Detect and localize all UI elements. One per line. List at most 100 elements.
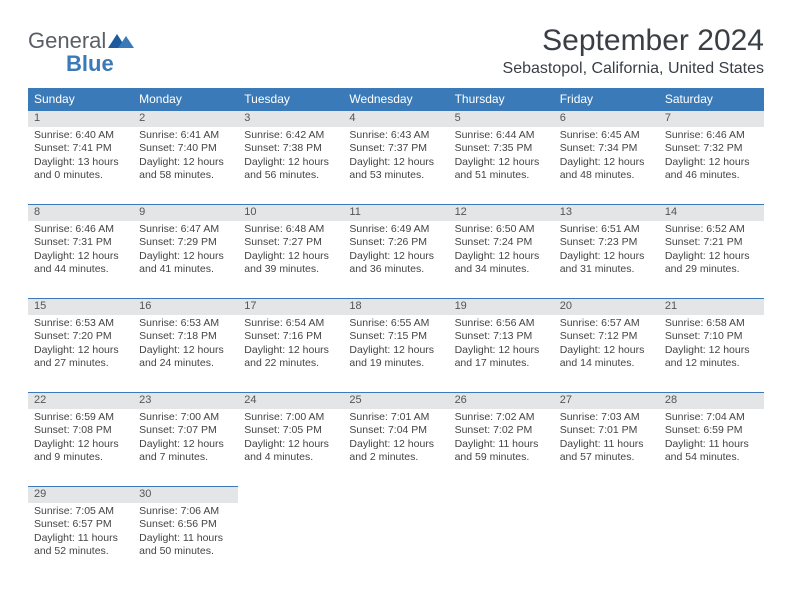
day-content-cell: Sunrise: 6:45 AMSunset: 7:34 PMDaylight:… [554, 127, 659, 205]
day-number-cell: 18 [343, 299, 448, 315]
day-number-cell: 16 [133, 299, 238, 315]
calendar-table: SundayMondayTuesdayWednesdayThursdayFrid… [28, 88, 764, 581]
sunset-text: Sunset: 7:07 PM [139, 424, 232, 438]
day-content-cell: Sunrise: 7:05 AMSunset: 6:57 PMDaylight:… [28, 503, 133, 581]
sunset-text: Sunset: 7:13 PM [455, 330, 548, 344]
day-number-cell: 10 [238, 205, 343, 221]
day-content-cell: Sunrise: 6:47 AMSunset: 7:29 PMDaylight:… [133, 221, 238, 299]
sunset-text: Sunset: 7:21 PM [665, 236, 758, 250]
day-number-cell: 25 [343, 393, 448, 409]
day-number-cell: 7 [659, 111, 764, 127]
day-number-cell: 22 [28, 393, 133, 409]
daylight-text: Daylight: 12 hours and 9 minutes. [34, 438, 127, 465]
day-content-cell: Sunrise: 6:44 AMSunset: 7:35 PMDaylight:… [449, 127, 554, 205]
day-content-cell: Sunrise: 6:43 AMSunset: 7:37 PMDaylight:… [343, 127, 448, 205]
day-content-row: Sunrise: 6:40 AMSunset: 7:41 PM Daylight:… [28, 127, 764, 205]
sunset-text: Sunset: 7:15 PM [349, 330, 442, 344]
sunset-text: Sunset: 7:41 PM [34, 142, 127, 156]
daylight-text: Daylight: 12 hours and 2 minutes. [349, 438, 442, 465]
day-content-cell [449, 503, 554, 581]
sunset-text: Sunset: 7:40 PM [139, 142, 232, 156]
sunrise-text: Sunrise: 6:42 AM [244, 129, 337, 143]
sunrise-text: Sunrise: 6:53 AM [34, 317, 127, 331]
daylight-text: Daylight: 12 hours and 48 minutes. [560, 156, 653, 183]
day-content-cell [343, 503, 448, 581]
sunrise-text: Sunrise: 6:51 AM [560, 223, 653, 237]
day-number-cell: 29 [28, 487, 133, 503]
day-number-cell: 6 [554, 111, 659, 127]
logo-text-2: Blue [66, 51, 114, 76]
sunrise-text: Sunrise: 7:00 AM [139, 411, 232, 425]
day-content-cell: Sunrise: 6:52 AMSunset: 7:21 PMDaylight:… [659, 221, 764, 299]
location: Sebastopol, California, United States [503, 60, 764, 78]
daylight-text: Daylight: 12 hours and 44 minutes. [34, 250, 127, 277]
sunrise-text: Sunrise: 7:01 AM [349, 411, 442, 425]
daylight-text: Daylight: 12 hours and 17 minutes. [455, 344, 548, 371]
sunrise-text: Sunrise: 6:46 AM [34, 223, 127, 237]
daylight-text: Daylight: 12 hours and 31 minutes. [560, 250, 653, 277]
sunset-text: Sunset: 7:35 PM [455, 142, 548, 156]
weekday-header: Monday [133, 88, 238, 111]
sunrise-text: Sunrise: 6:46 AM [665, 129, 758, 143]
sunrise-text: Sunrise: 6:52 AM [665, 223, 758, 237]
sunset-text: Sunset: 7:18 PM [139, 330, 232, 344]
day-number-cell: 11 [343, 205, 448, 221]
day-content-cell: Sunrise: 7:04 AMSunset: 6:59 PMDaylight:… [659, 409, 764, 487]
day-number-cell: 20 [554, 299, 659, 315]
day-content-row: Sunrise: 6:53 AMSunset: 7:20 PMDaylight:… [28, 315, 764, 393]
weekday-header: Friday [554, 88, 659, 111]
sunset-text: Sunset: 7:05 PM [244, 424, 337, 438]
daylight-text: Daylight: 12 hours and 19 minutes. [349, 344, 442, 371]
weekday-header: Thursday [449, 88, 554, 111]
daylight-text: Daylight: 12 hours and 4 minutes. [244, 438, 337, 465]
daylight-text: Daylight: 11 hours and 59 minutes. [455, 438, 548, 465]
daylight-text: Daylight: 12 hours and 29 minutes. [665, 250, 758, 277]
sunset-text: Sunset: 7:26 PM [349, 236, 442, 250]
sunset-text: Sunset: 7:34 PM [560, 142, 653, 156]
sunset-text: Sunset: 6:57 PM [34, 518, 127, 532]
daylight-text: Daylight: 12 hours and 56 minutes. [244, 156, 337, 183]
sunrise-text: Sunrise: 6:56 AM [455, 317, 548, 331]
sunrise-text: Sunrise: 6:40 AM [34, 129, 127, 143]
sunrise-text: Sunrise: 6:48 AM [244, 223, 337, 237]
day-number-cell: 27 [554, 393, 659, 409]
day-number-cell: 4 [343, 111, 448, 127]
sunset-text: Sunset: 7:29 PM [139, 236, 232, 250]
daylight-text: Daylight: 12 hours and 22 minutes. [244, 344, 337, 371]
day-content-cell: Sunrise: 6:48 AMSunset: 7:27 PMDaylight:… [238, 221, 343, 299]
daylight-text: Daylight: 11 hours and 50 minutes. [139, 532, 232, 559]
day-content-cell: Sunrise: 6:56 AMSunset: 7:13 PMDaylight:… [449, 315, 554, 393]
day-number-cell [554, 487, 659, 503]
weekday-header-row: SundayMondayTuesdayWednesdayThursdayFrid… [28, 88, 764, 111]
calendar-body: 1234567 Sunrise: 6:40 AMSunset: 7:41 PM Da… [28, 111, 764, 581]
daylight-text: Daylight: 12 hours and 27 minutes. [34, 344, 127, 371]
daylight-text: Daylight: 12 hours and 41 minutes. [139, 250, 232, 277]
daylight-text: Daylight: 12 hours and 34 minutes. [455, 250, 548, 277]
month-title: September 2024 [503, 24, 764, 58]
sunset-text: Sunset: 7:08 PM [34, 424, 127, 438]
day-content-row: Sunrise: 6:59 AMSunset: 7:08 PMDaylight:… [28, 409, 764, 487]
daylight-text: Daylight: 12 hours and 14 minutes. [560, 344, 653, 371]
day-number-cell: 28 [659, 393, 764, 409]
daylight-text: Daylight: 12 hours and 12 minutes. [665, 344, 758, 371]
sunrise-text: Sunrise: 6:44 AM [455, 129, 548, 143]
day-content-cell [554, 503, 659, 581]
day-content-cell: Sunrise: 7:06 AMSunset: 6:56 PMDaylight:… [133, 503, 238, 581]
day-content-cell: Sunrise: 6:50 AMSunset: 7:24 PMDaylight:… [449, 221, 554, 299]
sunset-text: Sunset: 7:23 PM [560, 236, 653, 250]
day-number-cell [238, 487, 343, 503]
day-content-cell: Sunrise: 6:53 AMSunset: 7:20 PMDaylight:… [28, 315, 133, 393]
day-number-cell [449, 487, 554, 503]
header: General Blue September 2024 Sebastopol, … [28, 24, 764, 78]
day-number-cell [343, 487, 448, 503]
day-content-cell [659, 503, 764, 581]
day-content-cell: Sunrise: 6:46 AMSunset: 7:32 PMDaylight:… [659, 127, 764, 205]
day-content-cell: Sunrise: 6:58 AMSunset: 7:10 PMDaylight:… [659, 315, 764, 393]
sunrise-text: Sunrise: 6:58 AM [665, 317, 758, 331]
daylight-text: Daylight: 12 hours and 39 minutes. [244, 250, 337, 277]
daylight-text: Daylight: 12 hours and 53 minutes. [349, 156, 442, 183]
day-number-row: 1234567 [28, 111, 764, 127]
sunrise-text: Sunrise: 6:43 AM [349, 129, 442, 143]
sunrise-text: Sunrise: 6:47 AM [139, 223, 232, 237]
sunrise-text: Sunrise: 6:41 AM [139, 129, 232, 143]
